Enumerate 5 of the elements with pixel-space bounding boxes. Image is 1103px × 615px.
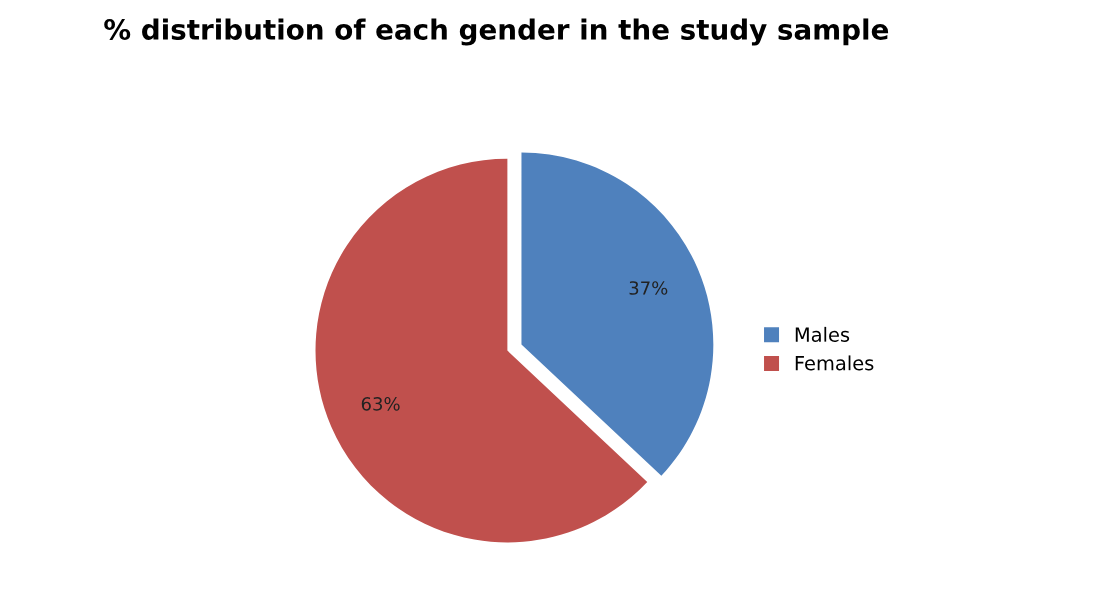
data-label: 37% bbox=[629, 281, 668, 295]
legend-label: Males bbox=[795, 326, 850, 342]
data-label: 63% bbox=[361, 397, 400, 411]
chart-title: % distribution of each gender in the study sample bbox=[104, 18, 889, 46]
legend-label: Females bbox=[795, 355, 874, 371]
